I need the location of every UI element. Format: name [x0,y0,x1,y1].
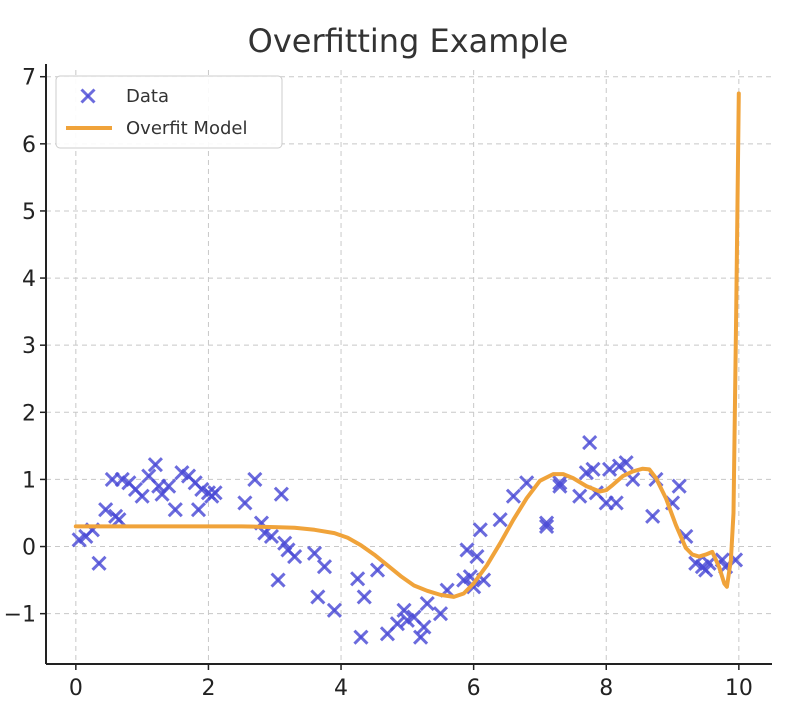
x-tick-label: 4 [334,676,348,701]
chart-title: Overfitting Example [248,22,569,60]
data-point [602,461,618,477]
data-point [505,488,521,504]
legend-label: Data [126,86,169,107]
legend-entry-overfit-model: Overfit Model [66,118,247,139]
x-tick-labels: 0 2 4 6 8 10 [69,676,753,701]
data-point [572,488,588,504]
legend-marker-x [80,88,96,104]
data-point [419,596,435,612]
legend: Data Overfit Model [55,75,283,149]
data-point [310,589,326,605]
data-point [273,486,289,502]
data-point [585,461,601,477]
data-point [552,475,568,491]
data-point [432,606,449,622]
data-point [552,478,568,494]
plot-series [71,91,744,645]
data-point [237,495,253,511]
legend-box [55,75,283,149]
data-point [492,512,508,528]
data-point [167,502,183,518]
x-tick-label: 2 [201,676,215,701]
plot-axes [40,64,772,670]
data-point [519,475,535,491]
data-point [287,549,303,565]
data-point [416,619,432,635]
data-point [466,579,482,595]
plot-grid [46,70,772,664]
y-tick-label: 3 [22,334,36,359]
data-point [326,602,342,618]
data-point [356,589,372,605]
data-point [582,434,598,451]
data-point [316,559,333,575]
data-point [134,488,150,504]
data-point [161,478,177,494]
data-point [539,518,555,534]
data-point [389,616,405,632]
data-point [645,508,661,524]
legend-entry-data: Data [80,86,169,107]
y-tick-label: 1 [22,468,36,493]
data-point [190,502,207,518]
data-point [91,555,107,571]
data-point [263,528,279,545]
y-tick-label: 0 [22,536,36,561]
data-point [147,457,163,473]
x-tick-label: 10 [725,676,753,701]
data-point [459,542,475,558]
data-point [353,629,369,645]
data-point [396,602,412,618]
data-point [369,562,386,578]
data-point [207,485,223,501]
data-point [608,495,624,511]
data-point [539,515,555,531]
y-tick-label: 2 [22,401,36,426]
data-point [618,455,634,471]
legend-label: Overfit Model [126,118,247,139]
y-tick-label: 5 [22,200,36,225]
y-tick-label: 6 [22,133,36,158]
data-point [306,545,323,561]
overfit-model-line [73,91,741,599]
data-point [270,572,286,588]
y-tick-labels: −1 0 1 2 3 4 5 6 7 [4,66,36,628]
data-scatter-series [71,434,744,645]
data-point [350,571,366,587]
data-point [472,522,488,538]
y-tick-label: −1 [4,603,36,628]
x-tick-label: 0 [69,676,83,701]
y-tick-label: 7 [22,66,36,91]
data-point [469,549,485,565]
data-point [413,629,429,645]
data-point [98,502,114,518]
data-point [111,512,127,528]
y-tick-label: 4 [22,267,36,292]
x-tick-label: 8 [599,676,613,701]
x-tick-label: 6 [467,676,481,701]
data-point [671,478,687,494]
data-point [247,471,263,487]
